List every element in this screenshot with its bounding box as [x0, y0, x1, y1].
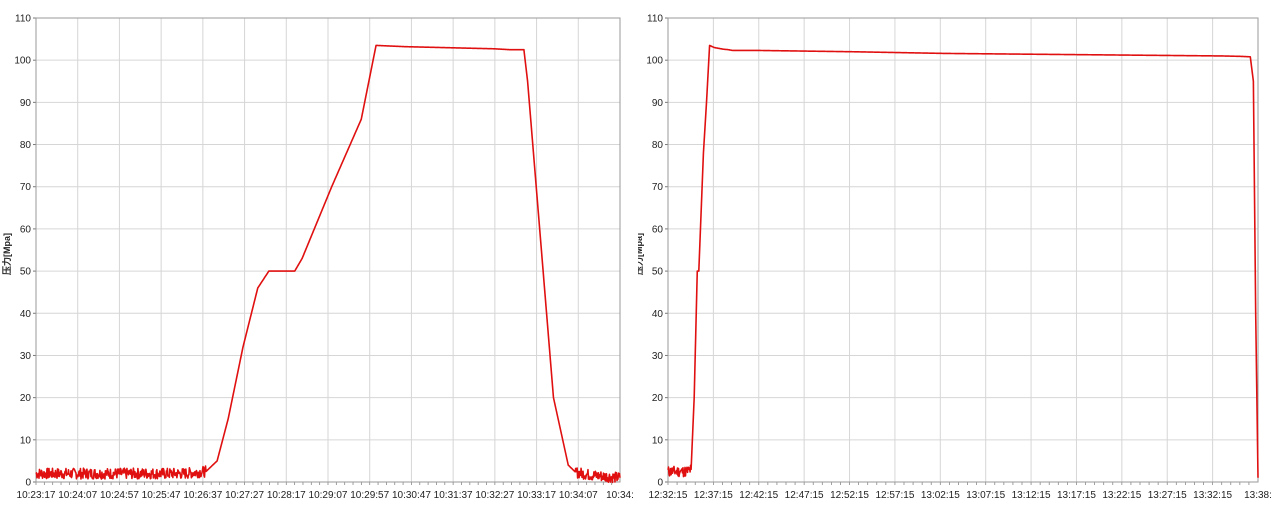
y-tick-label: 50 — [20, 267, 32, 278]
x-tick-label: 13:22:15 — [1102, 490, 1141, 501]
chart-right: 0 10 20 30 40 50 60 70 80 90 100 110 12:32:15 12:37:1… — [638, 14, 1272, 502]
x-tick-label: 10:32:27 — [475, 490, 514, 501]
x-tick-label: 13:38: — [1244, 490, 1272, 501]
x-tick-label: 10:23:17 — [17, 490, 56, 501]
y-tick-label: 90 — [652, 98, 664, 109]
x-tick-label: 10:31:37 — [434, 490, 473, 501]
y-tick-label: 100 — [14, 56, 31, 67]
y-tick-label: 40 — [20, 309, 32, 320]
y-tick-label: 80 — [652, 140, 664, 151]
x-tick-label: 10:24:57 — [100, 490, 139, 501]
x-tick-label: 10:29:07 — [309, 490, 348, 501]
chart-left: 0 10 20 30 40 50 60 70 80 90 100 110 10:23:17 10:24:0… — [1, 14, 634, 502]
x-tick-label: 13:12:15 — [1012, 490, 1051, 501]
x-tick-label: 12:32:15 — [649, 490, 688, 501]
y-tick-label: 70 — [20, 182, 32, 193]
y-axis-title: 压力[Mpa] — [638, 233, 644, 275]
plot-frame — [35, 17, 621, 483]
x-tick-label: 12:52:15 — [830, 490, 869, 501]
x-tick-label: 13:02:15 — [921, 490, 960, 501]
y-tick-label: 20 — [652, 393, 664, 404]
x-tick-label: 13:27:15 — [1148, 490, 1187, 501]
x-tick-label: 10:34: — [606, 490, 634, 501]
pressure-series-line — [35, 44, 621, 484]
x-tick-label: 10:33:17 — [517, 490, 556, 501]
grid-lines — [667, 17, 1259, 483]
plot-frame — [667, 17, 1259, 483]
y-tick-label: 50 — [652, 267, 664, 278]
y-tick-label: 0 — [25, 478, 31, 489]
y-tick-label: 60 — [652, 224, 664, 235]
y-tick-label: 110 — [15, 14, 31, 25]
x-tick-label: 10:24:07 — [58, 490, 97, 501]
x-tick-label: 12:47:15 — [785, 490, 824, 501]
x-tick-label: 12:57:15 — [875, 490, 914, 501]
x-tick-label: 10:30:47 — [392, 490, 431, 501]
x-tick-label: 13:07:15 — [966, 490, 1005, 501]
x-tick-label: 10:29:57 — [350, 490, 389, 501]
chart-panel-right: 0 10 20 30 40 50 60 70 80 90 100 110 12:32:15 12:37:1… — [638, 0, 1276, 512]
y-axis-title: 压力[Mpa] — [1, 233, 12, 275]
y-tick-label: 90 — [20, 98, 32, 109]
y-tick-label: 80 — [20, 140, 32, 151]
y-tick-label: 10 — [20, 435, 32, 446]
y-tick-label: 30 — [652, 351, 664, 362]
y-tick-label: 20 — [20, 393, 32, 404]
x-tick-label: 12:37:15 — [694, 490, 733, 501]
x-tick-label: 10:25:47 — [142, 490, 181, 501]
y-tick-label: 0 — [657, 478, 663, 489]
x-tick-label: 10:34:07 — [559, 490, 598, 501]
x-tick-label: 10:28:17 — [267, 490, 306, 501]
y-tick-label: 60 — [20, 224, 32, 235]
y-tick-label: 70 — [652, 182, 664, 193]
x-tick-label: 13:17:15 — [1057, 490, 1096, 501]
y-tick-label: 110 — [647, 14, 663, 25]
y-tick-label: 40 — [652, 309, 664, 320]
x-tick-label: 10:27:27 — [225, 490, 264, 501]
y-tick-label: 30 — [20, 351, 32, 362]
y-tick-label: 100 — [646, 56, 663, 67]
x-tick-label: 10:26:37 — [183, 490, 222, 501]
chart-panel-left: 0 10 20 30 40 50 60 70 80 90 100 110 10:23:17 10:24:0… — [1, 14, 634, 502]
pressure-series-line — [667, 44, 1259, 478]
x-tick-label: 12:42:15 — [739, 490, 778, 501]
y-tick-label: 10 — [652, 435, 664, 446]
x-tick-label: 13:32:15 — [1193, 490, 1232, 501]
grid-lines — [35, 17, 621, 483]
